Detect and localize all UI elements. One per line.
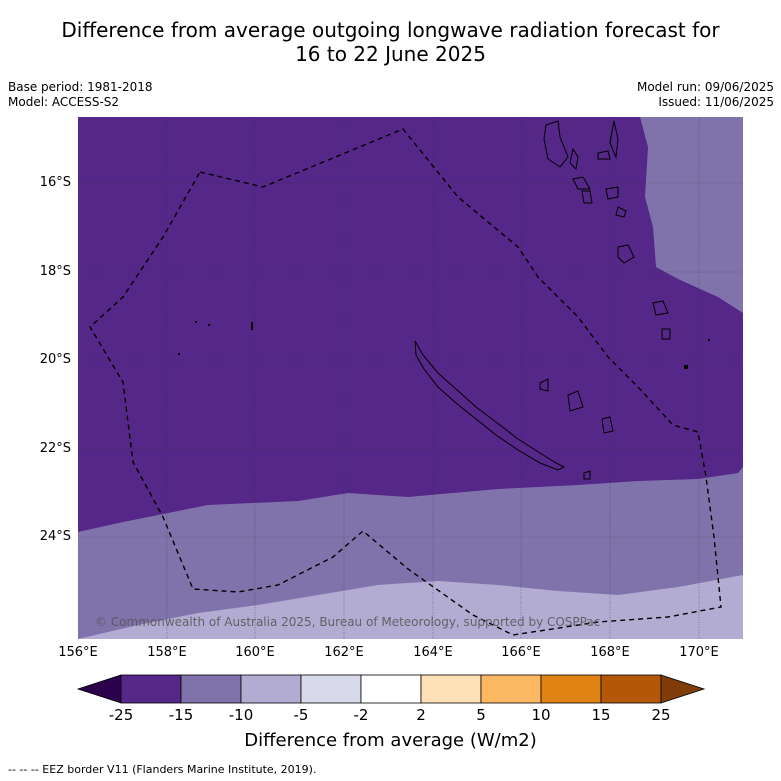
- meta-left: Base period: 1981-2018 Model: ACCESS-S2: [8, 80, 153, 110]
- lon-label-162e: 162°E: [324, 645, 364, 660]
- lat-label-22s: 22°S: [39, 441, 71, 456]
- colorbar-under-arrow: [76, 674, 122, 704]
- title-line-1: Difference from average outgoing longwav…: [61, 18, 720, 42]
- vanuatu-islands: [543, 120, 671, 340]
- colorbar-over-arrow: [660, 674, 706, 704]
- loyalty-islands: [539, 378, 614, 434]
- meta-right: Model run: 09/06/2025 Issued: 11/06/2025: [637, 80, 774, 110]
- zone-weak-negative-south: [78, 575, 743, 639]
- colorbar-label: 2: [416, 706, 426, 724]
- lon-label-158e: 158°E: [147, 645, 187, 660]
- lon-label-160e: 160°E: [235, 645, 275, 660]
- zone-moderate-negative-east: [640, 117, 743, 313]
- map-title: Difference from average outgoing longwav…: [0, 18, 781, 66]
- isle-of-pines: [583, 470, 591, 480]
- copyright-notice: © Commonwealth of Australia 2025, Bureau…: [95, 615, 601, 629]
- colorbar-label: -15: [168, 706, 194, 724]
- colorbar-label: 5: [476, 706, 486, 724]
- colorbar-label: 15: [591, 706, 611, 724]
- colorbar-swatch: [240, 674, 302, 704]
- map-panel: [78, 117, 743, 639]
- lon-label-166e: 166°E: [501, 645, 541, 660]
- model-name: Model: ACCESS-S2: [8, 95, 120, 109]
- lon-label-170e: 170°E: [679, 645, 719, 660]
- colorbar-title: Difference from average (W/m2): [244, 730, 537, 751]
- colorbar-label: -5: [293, 706, 309, 724]
- colorbar-swatch: [420, 674, 482, 704]
- issued-date: Issued: 11/06/2025: [658, 95, 774, 109]
- lon-label-156e: 156°E: [58, 645, 98, 660]
- lat-label-16s: 16°S: [39, 175, 71, 190]
- colorbar-swatch: [180, 674, 242, 704]
- colorbar-label: -25: [108, 706, 134, 724]
- colorbar-swatch: [120, 674, 182, 704]
- model-run: Model run: 09/06/2025: [636, 80, 774, 94]
- lon-label-164e: 164°E: [413, 645, 453, 660]
- eez-footnote: -- -- -- EEZ border V11 (Flanders Marine…: [8, 763, 317, 776]
- lat-label-24s: 24°S: [39, 529, 71, 544]
- colorbar-swatch: [480, 674, 542, 704]
- colorbar: [76, 674, 706, 704]
- colorbar-swatch: [300, 674, 362, 704]
- colorbar-label: -2: [353, 706, 369, 724]
- colorbar-label: 10: [531, 706, 551, 724]
- colorbar-label: -10: [228, 706, 254, 724]
- eez-border: [89, 128, 722, 636]
- colorbar-swatch: [360, 674, 422, 704]
- title-line-2: 16 to 22 June 2025: [295, 42, 486, 66]
- lat-label-20s: 20°S: [39, 352, 71, 367]
- lon-label-168e: 168°E: [590, 645, 630, 660]
- colorbar-swatch: [540, 674, 602, 704]
- new-caledonia-island: [414, 340, 566, 471]
- colorbar-swatch: [600, 674, 662, 704]
- lat-label-18s: 18°S: [39, 264, 71, 279]
- base-period: Base period: 1981-2018: [8, 80, 153, 94]
- colorbar-label: 25: [651, 706, 671, 724]
